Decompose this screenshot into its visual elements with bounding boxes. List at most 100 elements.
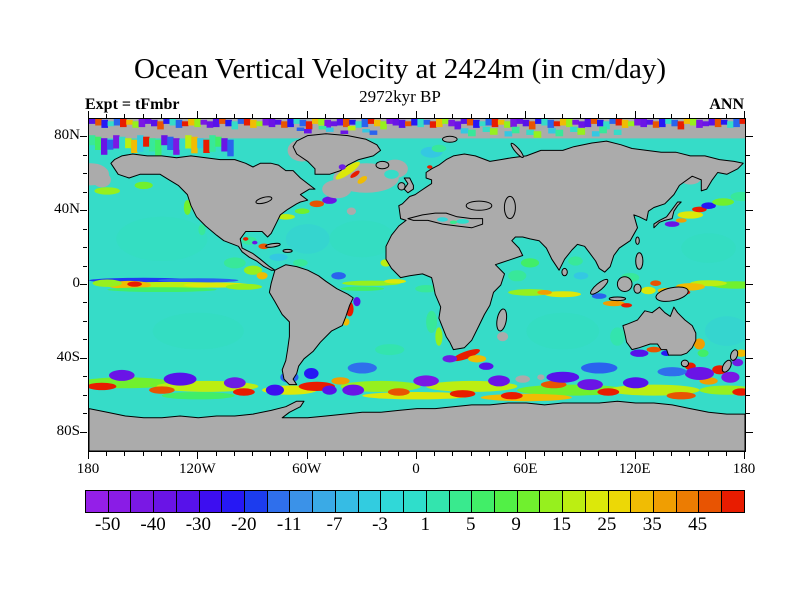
colorbar-label: -11 <box>276 514 302 535</box>
tick-mark <box>307 452 308 459</box>
tick-mark <box>380 114 381 118</box>
colorbar-cell <box>630 491 653 512</box>
tick-mark <box>452 452 453 456</box>
colorbar-cell <box>312 491 335 512</box>
tick-mark <box>80 136 87 137</box>
colorbar-cell <box>425 491 449 512</box>
x-tick-label: 120W <box>178 461 216 477</box>
tick-mark <box>746 192 750 193</box>
tick-mark <box>544 452 545 456</box>
colorbar-cell <box>471 491 494 512</box>
y-tick-label: 0 <box>72 275 81 291</box>
colorbar-cell <box>380 491 404 512</box>
colorbar-cell <box>130 491 154 512</box>
tick-mark <box>143 452 144 456</box>
tick-mark <box>179 114 180 118</box>
tick-mark <box>83 395 87 396</box>
colorbar-cell <box>266 491 290 512</box>
colorbar-cell <box>357 491 381 512</box>
tick-mark <box>270 452 271 456</box>
tick-mark <box>744 452 745 459</box>
tick-mark <box>507 452 508 456</box>
tick-mark <box>83 266 87 267</box>
tick-mark <box>83 173 87 174</box>
tick-mark <box>361 452 362 456</box>
tick-mark <box>746 136 753 137</box>
tick-mark <box>746 229 750 230</box>
season-label: ANN <box>709 96 744 113</box>
tick-mark <box>288 114 289 118</box>
x-tick-label: 0 <box>412 461 420 477</box>
colorbar-label: 35 <box>642 514 662 535</box>
x-tick-label: 120E <box>618 461 651 477</box>
tick-mark <box>307 111 308 118</box>
tick-mark <box>234 114 235 118</box>
tick-mark <box>598 114 599 118</box>
x-tick-label: 60W <box>292 461 322 477</box>
tick-mark <box>197 111 198 118</box>
tick-mark <box>343 452 344 456</box>
tick-mark <box>398 452 399 456</box>
tick-mark <box>489 452 490 456</box>
tick-mark <box>653 114 654 118</box>
colorbar <box>85 490 745 513</box>
x-tick-label: 180 <box>732 461 756 477</box>
y-tick-label: 80S <box>56 422 80 439</box>
tick-mark <box>708 452 709 456</box>
colorbar-cell <box>652 491 676 512</box>
tick-mark <box>161 452 162 456</box>
colorbar-cell <box>289 491 313 512</box>
tick-mark <box>434 452 435 456</box>
tick-mark <box>746 376 750 377</box>
x-tick-label: 180 <box>76 461 100 477</box>
tick-mark <box>635 452 636 459</box>
colorbar-label: -50 <box>95 514 121 535</box>
tick-mark <box>746 358 753 359</box>
colorbar-cell <box>607 491 631 512</box>
tick-mark <box>525 452 526 459</box>
tick-mark <box>635 111 636 118</box>
tick-mark <box>746 210 753 211</box>
tick-mark <box>746 339 750 340</box>
colorbar-cell <box>107 491 131 512</box>
tick-mark <box>507 114 508 118</box>
tick-mark <box>343 114 344 118</box>
tick-mark <box>489 114 490 118</box>
tick-mark <box>80 284 87 285</box>
colorbar-label: 1 <box>420 514 431 535</box>
tick-mark <box>416 452 417 459</box>
tick-mark <box>544 114 545 118</box>
tick-mark <box>216 452 217 456</box>
tick-mark <box>746 302 750 303</box>
tick-mark <box>252 452 253 456</box>
tick-mark <box>746 284 753 285</box>
tick-mark <box>143 114 144 118</box>
colorbar-label: -20 <box>231 514 257 535</box>
tick-mark <box>325 452 326 456</box>
colorbar-cell <box>153 491 176 512</box>
tick-mark <box>80 432 87 433</box>
tick-mark <box>179 452 180 456</box>
colorbar-label: 25 <box>597 514 617 535</box>
tick-mark <box>270 114 271 118</box>
experiment-label: Expt = tFmbr <box>85 96 180 113</box>
tick-mark <box>83 339 87 340</box>
tick-mark <box>83 155 87 156</box>
tick-mark <box>88 452 89 459</box>
tick-mark <box>689 452 690 456</box>
tick-mark <box>746 173 750 174</box>
colorbar-cell <box>698 491 722 512</box>
tick-mark <box>708 114 709 118</box>
tick-mark <box>746 395 750 396</box>
colorbar-label: 9 <box>511 514 521 535</box>
tick-mark <box>288 452 289 456</box>
tick-mark <box>746 432 753 433</box>
tick-mark <box>83 321 87 322</box>
tick-mark <box>746 247 750 248</box>
colorbar-cell <box>516 491 540 512</box>
tick-mark <box>197 452 198 459</box>
tick-mark <box>580 452 581 456</box>
tick-mark <box>80 358 87 359</box>
colorbar-cell <box>221 491 245 512</box>
